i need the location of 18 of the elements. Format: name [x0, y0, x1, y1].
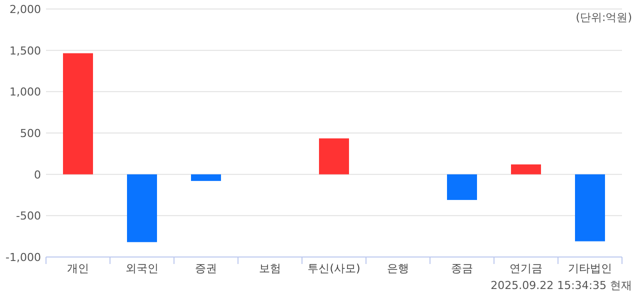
x-tick-label: 증권: [195, 262, 217, 275]
x-tick-label: 기타법인: [568, 262, 612, 275]
y-tick-label: 1,000: [10, 86, 41, 99]
y-tick-label: 0: [34, 168, 41, 182]
x-tick-label: 개인: [67, 262, 89, 275]
y-tick-label: -500: [16, 210, 41, 223]
x-tick-label: 보험: [259, 262, 281, 275]
y-tick-label: 500: [20, 127, 41, 140]
x-tick-label: 연기금: [510, 262, 542, 275]
y-tick-label: -1,000: [6, 251, 41, 264]
annotation: (단위:억원): [576, 11, 632, 24]
x-tick-label: 투신(사모): [308, 262, 360, 275]
x-tick-label: 종금: [451, 262, 473, 275]
x-tick-label: 외국인: [126, 262, 158, 275]
y-tick-label: 2,000: [10, 3, 41, 16]
x-tick-label: 은행: [387, 262, 409, 275]
text: 2025.09.22 15:34:35 현재: [490, 279, 632, 292]
y-tick-label: 1,500: [10, 44, 41, 58]
